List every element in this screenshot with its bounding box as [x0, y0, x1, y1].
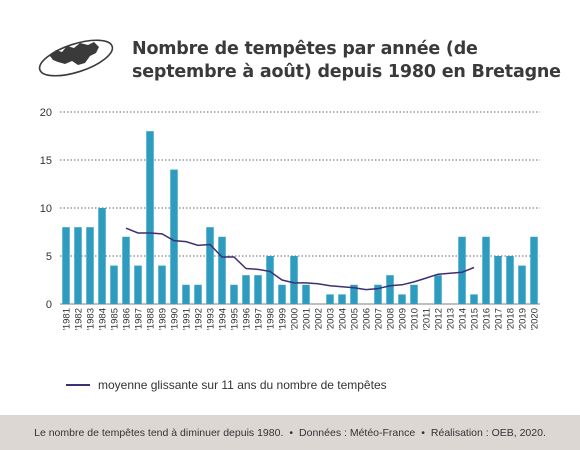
x-tick-label: 1998/1999 — [278, 308, 289, 330]
legend-label: moyenne glissante sur 11 ans du nombre d… — [98, 378, 387, 392]
x-tick-label: 1983/1984 — [98, 308, 109, 330]
bretagne-map-logo — [38, 39, 114, 77]
x-tick-label: 1991/1992 — [194, 308, 205, 330]
x-tick-label: 1994/1995 — [230, 308, 241, 330]
bar — [458, 236, 466, 304]
x-tick-label: 1995/1996 — [242, 308, 253, 330]
x-tick-label: 2016/2017 — [494, 308, 505, 330]
x-tick-label: 1988/1989 — [158, 308, 169, 330]
bar — [518, 265, 526, 304]
x-tick-label: 2002/2003 — [326, 308, 337, 330]
bar — [338, 294, 346, 304]
footer-credit: Réalisation : OEB, 2020. — [430, 426, 546, 439]
x-tick-label: 1980/1981 — [62, 308, 73, 330]
bar — [290, 256, 298, 304]
y-tick-label: 5 — [46, 251, 52, 263]
x-tick-label: 1990/1991 — [182, 308, 193, 330]
x-tick-label: 1986/1987 — [134, 308, 145, 330]
x-tick-label: 2003/2004 — [338, 308, 349, 330]
x-tick-label: 1992/1993 — [206, 308, 217, 330]
bar — [398, 294, 406, 304]
x-tick-label: 2005/2006 — [362, 308, 373, 330]
bar — [158, 265, 166, 304]
bar — [134, 265, 142, 304]
bar — [218, 236, 226, 304]
x-tick-label: 2010/2011 — [422, 308, 433, 330]
bar — [470, 294, 478, 304]
x-tick-label: 1997/1998 — [266, 308, 277, 330]
x-tick-label: 1987/1988 — [146, 308, 157, 330]
bar — [146, 131, 154, 304]
bar — [326, 294, 334, 304]
x-tick-label: 2014/2015 — [470, 308, 481, 330]
bar — [86, 227, 94, 304]
footer-separator-2: • — [421, 426, 425, 439]
bar — [194, 284, 202, 304]
x-tick-label: 2017/2018 — [506, 308, 517, 330]
footer-source: Données : Météo-France — [299, 426, 416, 439]
chart-title: Nombre de tempêtes par année (de septemb… — [132, 39, 561, 82]
x-tick-label: 2006/2007 — [374, 308, 385, 330]
bar — [386, 275, 394, 304]
x-tick-label: 2008/2009 — [398, 308, 409, 330]
bar — [410, 284, 418, 304]
x-tick-label: 2015/2016 — [482, 308, 493, 330]
x-tick-label: 1999/2000 — [290, 308, 301, 330]
legend-line-swatch — [66, 384, 90, 386]
x-tick-label: 1989/1990 — [170, 308, 181, 330]
bar — [242, 275, 250, 304]
footer-separator-1: • — [289, 426, 294, 439]
bar — [374, 284, 382, 304]
bar — [254, 275, 262, 304]
x-tick-label: 1982/1983 — [86, 308, 97, 330]
bar — [506, 256, 514, 304]
x-tick-label: 1993/1994 — [218, 308, 229, 330]
bar — [206, 227, 214, 304]
bar — [98, 208, 106, 304]
chart-legend: moyenne glissante sur 11 ans du nombre d… — [66, 377, 387, 393]
bar — [182, 284, 190, 304]
x-tick-label: 2007/2008 — [386, 308, 397, 330]
bar-chart: 0 5 10 15 20 1980/19811981/19821982/19831983/… — [40, 107, 541, 330]
x-tick-label: 2009/2010 — [410, 308, 421, 330]
moving-average-line — [125, 227, 475, 291]
y-tick-label: 10 — [40, 203, 52, 215]
bar — [122, 236, 130, 304]
bar — [62, 227, 70, 304]
x-tick-label: 1981/1982 — [74, 308, 85, 330]
bar — [74, 227, 82, 304]
y-tick-label: 0 — [46, 299, 52, 311]
footer-caption: Le nombre de tempêtes tend à diminuer de… — [34, 426, 284, 439]
y-tick-label: 15 — [40, 155, 52, 167]
x-tick-label: 2004/2005 — [350, 308, 361, 330]
x-tick-label: 1985/1986 — [122, 308, 133, 330]
bar — [530, 236, 538, 304]
x-tick-label: 2012/2013 — [446, 308, 457, 330]
bar — [230, 284, 238, 304]
bar — [434, 275, 442, 304]
bar — [482, 236, 490, 304]
bar — [170, 169, 178, 304]
bar — [110, 265, 118, 304]
x-tick-label: 2011/2012 — [434, 308, 445, 330]
x-tick-label: 1996/1997 — [254, 308, 265, 330]
x-tick-label: 1984/1985 — [110, 308, 121, 330]
x-tick-label: 2019/2020 — [530, 308, 541, 330]
bar — [278, 284, 286, 304]
x-tick-label: 2000/2001 — [302, 308, 313, 330]
x-tick-label: 2018/2019 — [518, 308, 529, 330]
bar — [350, 284, 358, 304]
y-tick-label: 20 — [40, 107, 52, 119]
bar — [494, 256, 502, 304]
footer: Le nombre de tempêtes tend à diminuer de… — [0, 415, 580, 450]
bar — [266, 256, 274, 304]
x-tick-label: 2001/2002 — [314, 308, 325, 330]
bar — [302, 284, 310, 304]
x-tick-label: 2013/2014 — [458, 308, 469, 330]
